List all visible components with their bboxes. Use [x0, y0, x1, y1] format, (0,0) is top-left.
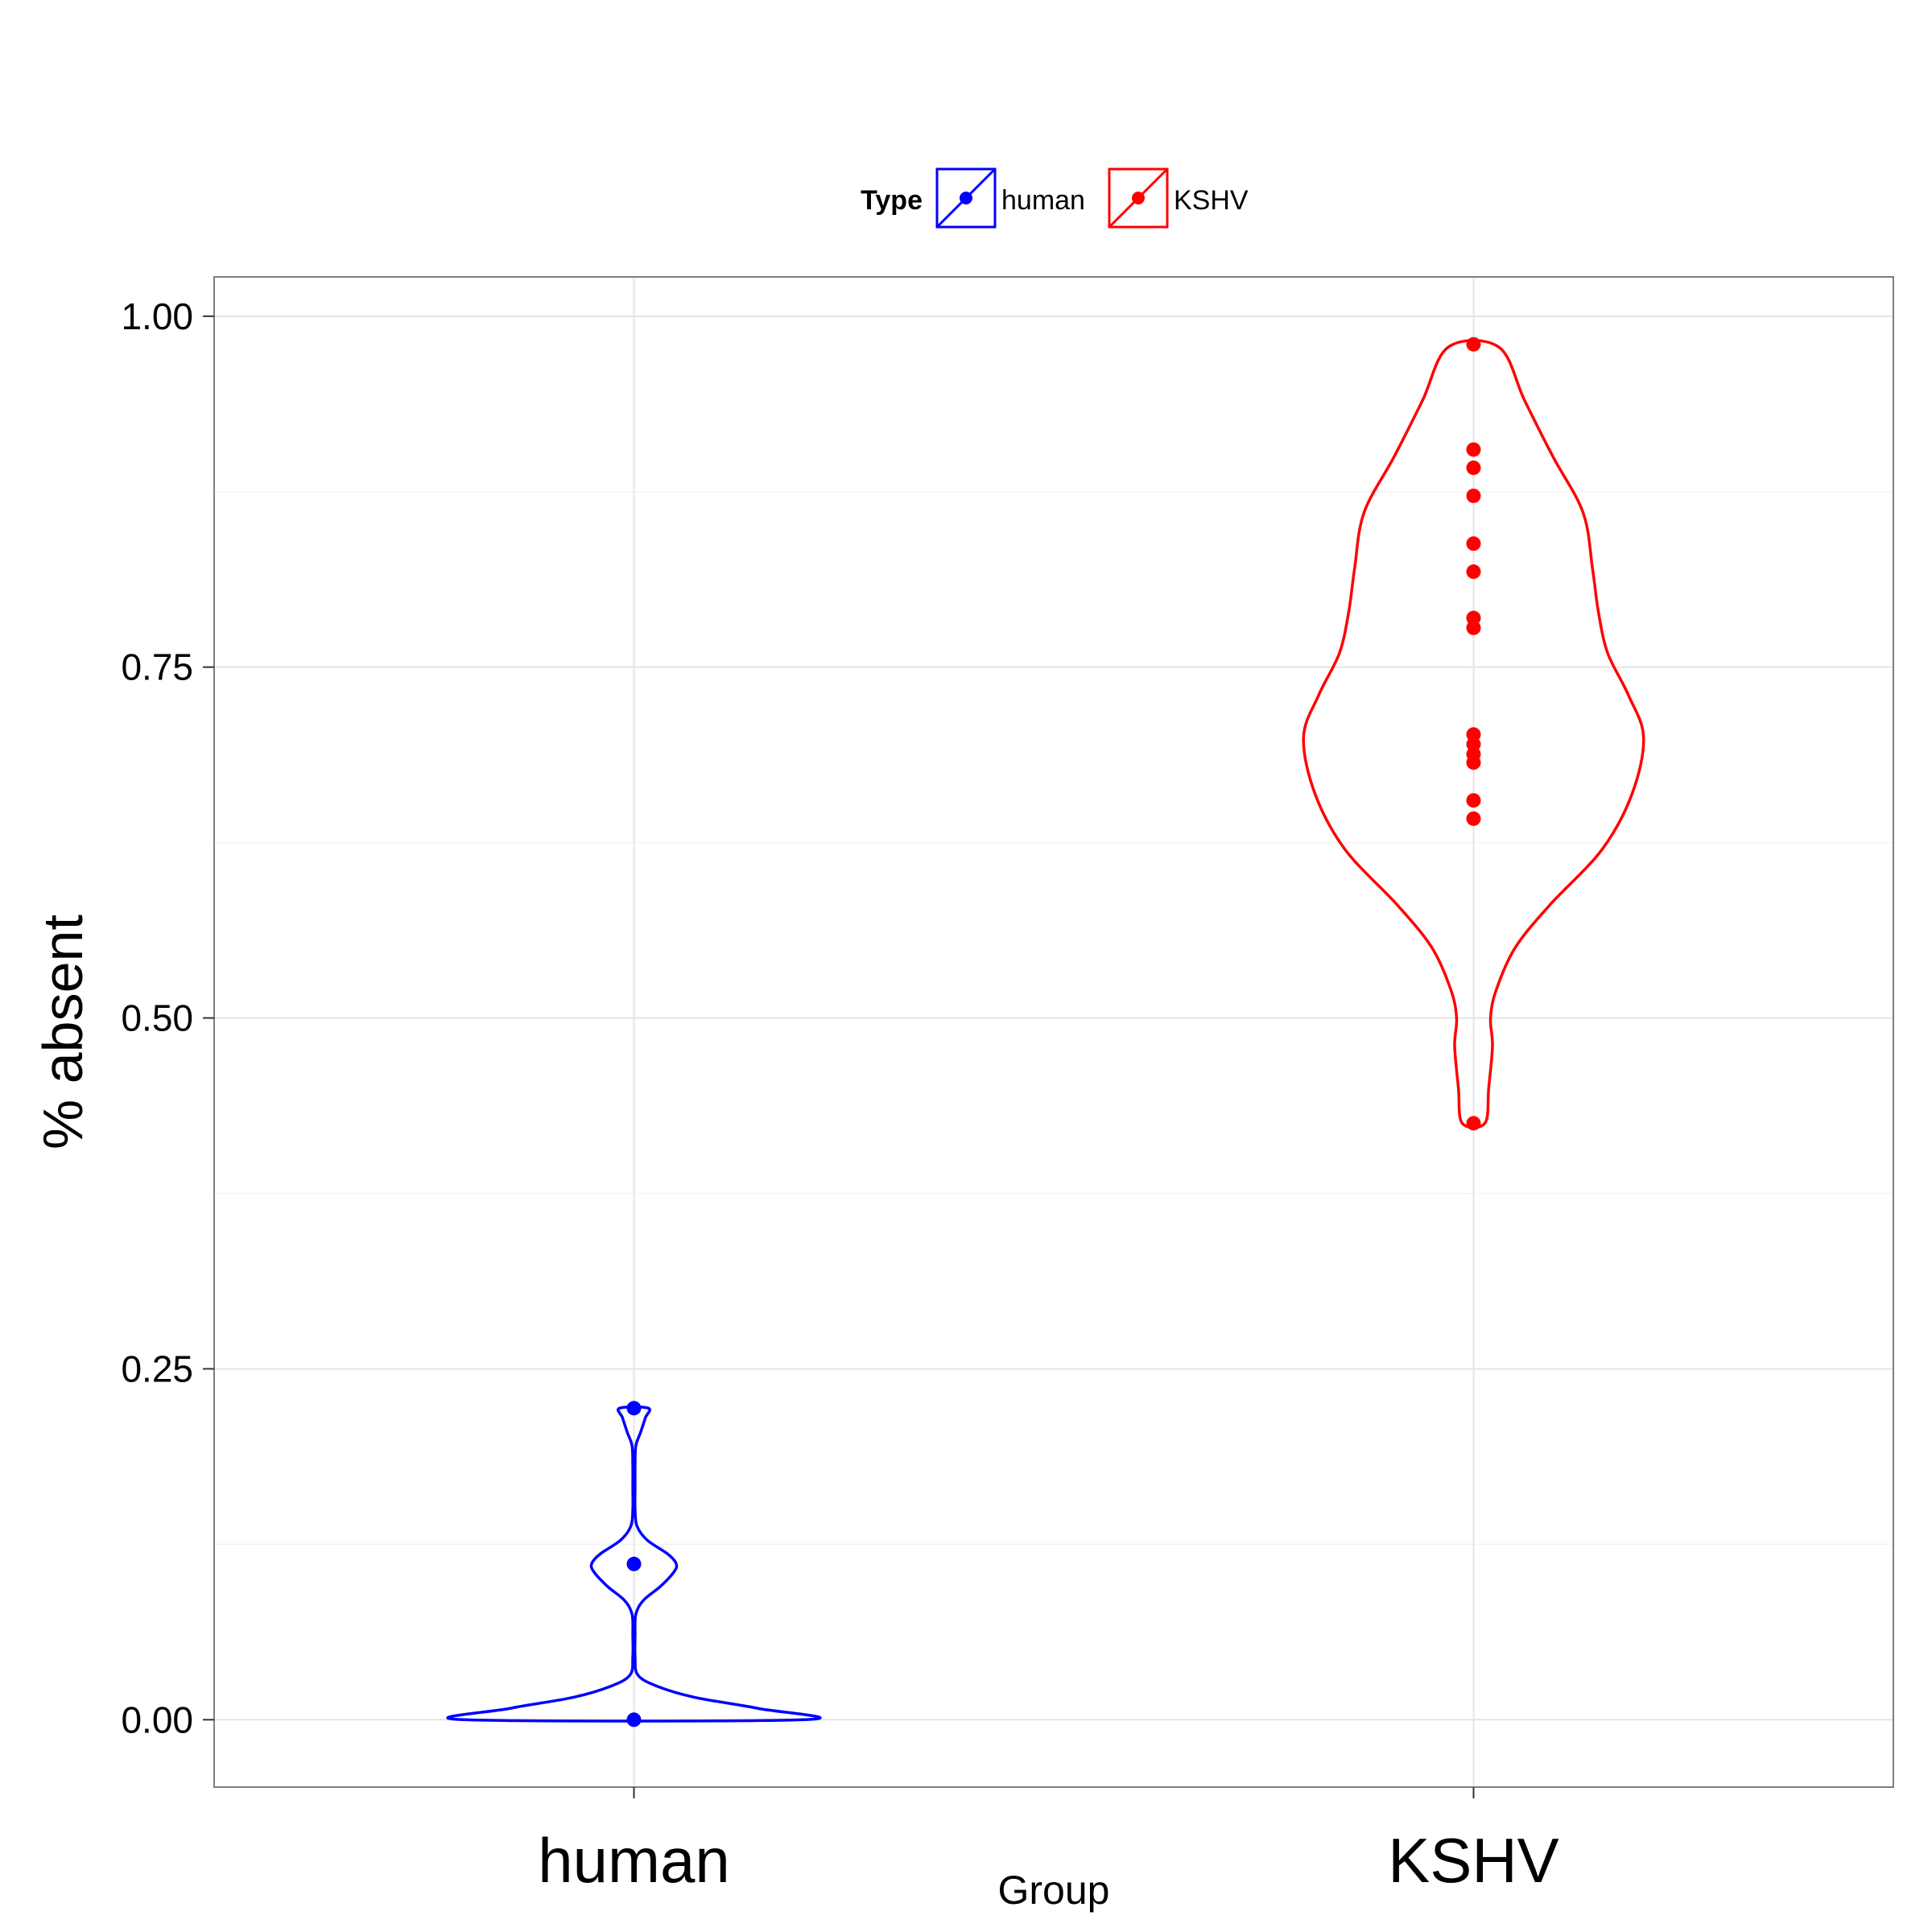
plot-border — [213, 276, 1894, 1788]
points — [626, 336, 1481, 1728]
plot-panel — [214, 277, 1893, 1787]
y-tick-label-0: 0.00 — [121, 1699, 193, 1740]
y-tick-label-1: 0.25 — [121, 1348, 193, 1389]
legend-label-kshv: KSHV — [1174, 185, 1249, 216]
point-kshv-2 — [1466, 793, 1481, 808]
point-human-2 — [626, 1401, 642, 1416]
point-kshv-11 — [1466, 488, 1481, 503]
y-tick-label-3: 0.75 — [121, 646, 193, 688]
y-axis: 0.00 0.25 0.50 0.75 1.00 — [121, 295, 214, 1740]
x-tick-label-1: KSHV — [1388, 1825, 1558, 1896]
point-kshv-9 — [1466, 564, 1481, 580]
violin-human — [446, 1405, 822, 1723]
legend-entry-kshv: KSHV — [1108, 167, 1249, 229]
point-kshv-13 — [1466, 442, 1481, 457]
point-kshv-12 — [1466, 460, 1481, 476]
point-kshv-1 — [1466, 811, 1481, 826]
y-axis-title: % absent — [31, 914, 94, 1150]
point-kshv-14 — [1466, 336, 1481, 352]
point-kshv-10 — [1466, 536, 1481, 551]
point-kshv-8 — [1466, 610, 1481, 625]
legend-entry-human: human — [935, 167, 1085, 229]
point-human-0 — [626, 1712, 642, 1728]
legend-title: Type — [861, 185, 923, 216]
grid — [214, 277, 1893, 1787]
y-tick-label-2: 0.50 — [121, 997, 193, 1039]
legend-label-human: human — [1001, 185, 1085, 216]
legend: Type human KSHV — [861, 167, 1249, 229]
y-tick-label-4: 1.00 — [121, 295, 193, 337]
violin-kshv — [1302, 339, 1645, 1129]
x-tick-label-0: human — [538, 1825, 730, 1896]
x-axis: human KSHV — [538, 1787, 1559, 1896]
point-human-1 — [626, 1556, 642, 1571]
point-kshv-6 — [1466, 727, 1481, 742]
point-kshv-0 — [1466, 1116, 1481, 1131]
legend-key-kshv-dot — [1132, 192, 1145, 204]
violins — [446, 339, 1645, 1723]
legend-key-human-dot — [960, 192, 972, 204]
x-axis-title: Group — [998, 1868, 1110, 1913]
